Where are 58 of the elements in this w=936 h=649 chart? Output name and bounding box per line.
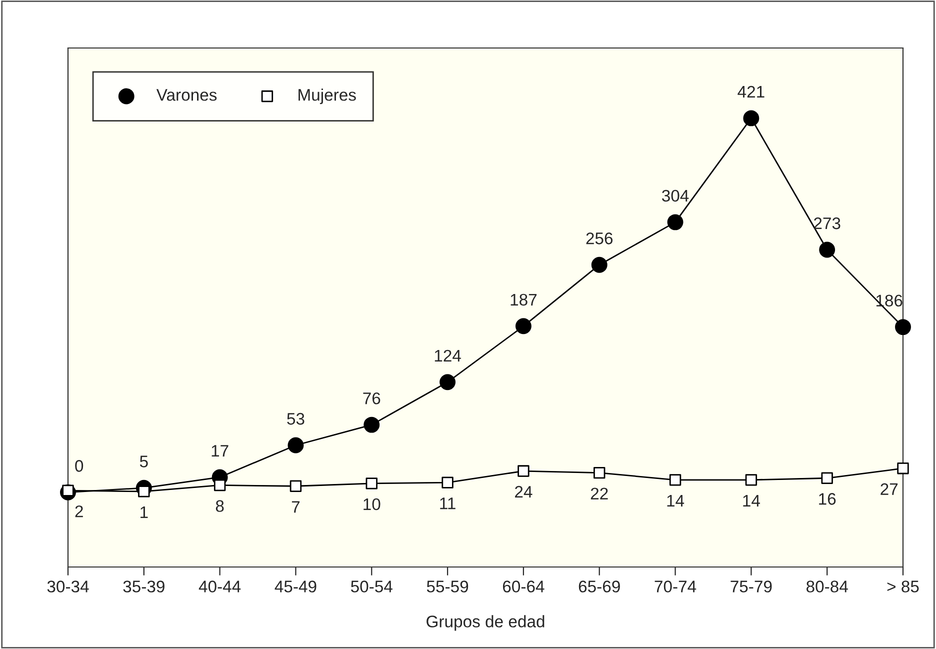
data-label: 187 — [510, 294, 537, 306]
data-label: 53 — [287, 412, 304, 425]
data-label: 256 — [586, 232, 613, 244]
x-tick-label: 65-69 — [578, 580, 620, 592]
point — [895, 319, 911, 336]
x-tick-label: 50-54 — [350, 580, 392, 592]
x-tick-label: 75-79 — [730, 580, 772, 592]
point — [667, 214, 684, 230]
point — [594, 466, 606, 479]
data-label: 76 — [363, 392, 380, 404]
point — [745, 474, 758, 486]
data-label: 14 — [667, 494, 684, 506]
data-label: 1 — [140, 506, 148, 518]
point — [897, 462, 909, 474]
data-label: 7 — [292, 501, 300, 513]
data-label: 16 — [819, 493, 836, 505]
point — [743, 110, 760, 126]
data-label: 124 — [434, 350, 461, 362]
point — [440, 374, 456, 390]
x-tick-label: 40-44 — [198, 580, 241, 592]
x-tick-label: 55-59 — [426, 580, 468, 592]
point — [442, 476, 454, 488]
point — [364, 416, 380, 433]
data-label: 5 — [140, 456, 148, 468]
data-label: 17 — [212, 445, 228, 457]
point — [515, 318, 532, 334]
point — [290, 480, 302, 492]
legend-label: Varones — [156, 89, 217, 101]
point — [288, 437, 304, 454]
data-label: 22 — [590, 488, 608, 500]
legend-label: Mujeres — [298, 88, 356, 104]
data-label: 24 — [515, 486, 532, 498]
point — [819, 242, 836, 258]
point — [518, 465, 530, 477]
x-tick-label: 60-64 — [502, 580, 544, 592]
x-tick-label: 35-39 — [123, 580, 164, 592]
x-tick-label: 70-74 — [654, 580, 696, 592]
data-label: 2 — [75, 505, 83, 518]
point — [366, 478, 378, 490]
data-label: 186 — [876, 294, 902, 307]
data-label: 27 — [880, 483, 898, 495]
data-label: 0 — [75, 460, 84, 472]
data-label: 304 — [662, 190, 689, 202]
x-tick-label: > 85 — [887, 580, 919, 592]
point — [214, 479, 226, 492]
point — [591, 256, 608, 273]
data-label: 421 — [738, 86, 764, 98]
x-axis-title: Grupos de edad — [426, 615, 544, 631]
point — [821, 472, 833, 484]
data-label: 11 — [440, 498, 456, 510]
data-label: 8 — [216, 500, 224, 512]
x-tick-label: 30-34 — [47, 580, 89, 592]
data-label: 273 — [814, 217, 840, 230]
data-label: 14 — [743, 494, 760, 506]
x-tick-label: 80-84 — [806, 580, 848, 592]
x-tick-label: 45-49 — [274, 580, 316, 592]
data-label: 10 — [364, 498, 380, 510]
point — [669, 474, 682, 486]
